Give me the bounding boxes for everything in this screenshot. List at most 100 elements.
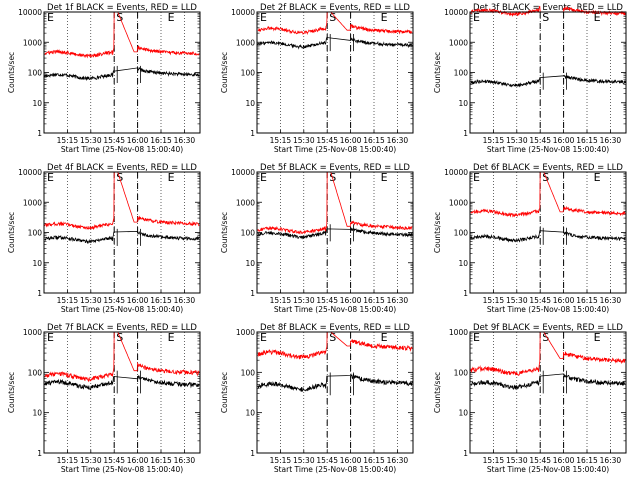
x-tick-label: 16:15 — [363, 456, 385, 465]
panel-title: Det 7f BLACK = Events, RED = LLD — [47, 323, 197, 333]
x-tick-label: 15:15 — [483, 296, 505, 305]
x-tick-label: 15:45 — [103, 296, 125, 305]
y-tick-label: 10000 — [18, 168, 42, 177]
y-tick-label: 1 — [250, 449, 255, 458]
marker-label: E — [47, 171, 54, 184]
y-tick-label: 10 — [32, 409, 42, 418]
y-tick-label: 10 — [245, 259, 255, 268]
x-tick-label: 16:15 — [576, 136, 598, 145]
x-tick-label: 16:00 — [340, 456, 362, 465]
x-tick-label: 16:15 — [576, 296, 598, 305]
panel-title: Det 2f BLACK = Events, RED = LLD — [260, 3, 410, 13]
series-line-events — [257, 372, 413, 392]
marker-label: S — [329, 331, 336, 344]
x-tick-label: 15:30 — [293, 136, 315, 145]
x-axis-label: Start Time (25-Nov-08 15:00:40) — [487, 465, 609, 474]
marker-label: E — [381, 11, 388, 24]
plot-frame — [43, 171, 201, 294]
plot-frame — [469, 331, 627, 454]
marker-label: S — [542, 11, 549, 24]
x-tick-label: 15:15 — [270, 296, 292, 305]
y-axis-label: Counts/sec — [433, 372, 442, 413]
y-axis-label: Counts/sec — [220, 52, 229, 93]
y-tick-label: 10000 — [231, 168, 255, 177]
y-tick-label: 1000 — [449, 198, 468, 207]
plot-frame — [256, 331, 414, 454]
series-line-events — [470, 373, 626, 391]
marker-label: E — [381, 171, 388, 184]
x-tick-label: 15:15 — [57, 136, 79, 145]
series-line-lld — [257, 11, 413, 35]
marker-label: E — [473, 331, 480, 344]
y-tick-label: 1000 — [236, 328, 255, 337]
x-tick-label: 16:00 — [340, 296, 362, 305]
marker-label: E — [260, 331, 267, 344]
panel-title: Det 5f BLACK = Events, RED = LLD — [260, 163, 410, 173]
marker-label: E — [594, 11, 601, 24]
x-tick-label: 16:30 — [174, 136, 196, 145]
series-line-lld — [470, 171, 626, 218]
x-tick-label: 15:30 — [506, 296, 528, 305]
y-tick-label: 100 — [241, 69, 256, 78]
marker-label: E — [473, 11, 480, 24]
series-line-events — [44, 66, 200, 82]
x-tick-label: 16:30 — [387, 456, 409, 465]
y-tick-label: 100 — [241, 229, 256, 238]
y-axis-label: Counts/sec — [220, 212, 229, 253]
x-tick-label: 16:30 — [387, 296, 409, 305]
x-tick-label: 15:15 — [57, 456, 79, 465]
x-tick-label: 15:30 — [506, 456, 528, 465]
y-tick-label: 1000 — [23, 38, 42, 47]
y-axis-label: Counts/sec — [7, 52, 16, 93]
series-line-events — [470, 74, 626, 88]
x-tick-label: 15:45 — [103, 456, 125, 465]
x-tick-label: 15:45 — [316, 296, 338, 305]
x-tick-label: 16:00 — [553, 456, 575, 465]
series-line-lld — [470, 331, 626, 377]
marker-label: S — [329, 11, 336, 24]
x-tick-label: 15:30 — [293, 296, 315, 305]
marker-label: E — [381, 331, 388, 344]
series-line-events — [44, 374, 200, 391]
y-tick-label: 10 — [245, 409, 255, 418]
x-tick-label: 16:30 — [174, 296, 196, 305]
x-tick-label: 15:30 — [80, 456, 102, 465]
marker-label: E — [47, 331, 54, 344]
x-tick-label: 16:00 — [340, 136, 362, 145]
marker-label: E — [168, 331, 175, 344]
x-tick-label: 16:15 — [150, 456, 172, 465]
y-tick-label: 10000 — [18, 8, 42, 17]
y-axis-label: Counts/sec — [7, 372, 16, 413]
x-tick-label: 16:30 — [600, 456, 622, 465]
y-tick-label: 10 — [32, 99, 42, 108]
series-line-lld — [44, 331, 200, 383]
series-line-events — [257, 37, 413, 50]
plot-frame — [43, 331, 201, 454]
marker-label: E — [47, 11, 54, 24]
y-axis-label: Counts/sec — [433, 212, 442, 253]
series-line-lld — [44, 11, 200, 59]
marker-label: E — [473, 171, 480, 184]
y-tick-label: 10 — [458, 409, 468, 418]
panel-title: Det 9f BLACK = Events, RED = LLD — [473, 323, 623, 333]
x-axis-label: Start Time (25-Nov-08 15:00:40) — [274, 145, 396, 154]
x-tick-label: 16:30 — [600, 296, 622, 305]
y-tick-label: 100 — [454, 229, 469, 238]
marker-label: S — [542, 331, 549, 344]
y-tick-label: 1 — [37, 289, 42, 298]
y-tick-label: 1 — [37, 129, 42, 138]
y-tick-label: 1000 — [449, 38, 468, 47]
y-tick-label: 1 — [463, 129, 468, 138]
x-tick-label: 15:45 — [316, 456, 338, 465]
x-tick-label: 15:15 — [57, 296, 79, 305]
y-tick-label: 10000 — [444, 168, 468, 177]
x-tick-label: 16:00 — [127, 296, 149, 305]
x-axis-label: Start Time (25-Nov-08 15:00:40) — [274, 305, 396, 314]
x-tick-label: 16:15 — [150, 136, 172, 145]
